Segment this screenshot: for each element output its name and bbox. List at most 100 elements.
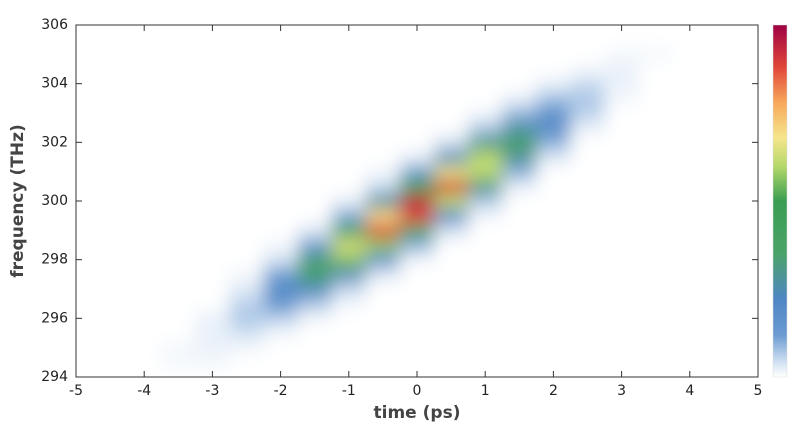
heat-cell <box>399 223 435 239</box>
heat-cell <box>161 61 196 77</box>
heat-cell <box>434 208 469 224</box>
heat-cell <box>161 193 196 209</box>
heat-cell <box>76 208 94 224</box>
heat-cell <box>434 25 469 33</box>
heat-cell <box>399 47 435 63</box>
heat-cell <box>672 193 708 209</box>
heat-cell <box>638 91 674 107</box>
heat-cell <box>76 91 94 107</box>
heat-cell <box>502 179 537 195</box>
heat-cell <box>399 120 435 136</box>
heat-cell <box>502 296 537 312</box>
heat-cell <box>706 340 742 356</box>
heat-cell <box>468 296 503 312</box>
heat-cell <box>536 325 571 341</box>
heat-cell <box>434 105 469 121</box>
heat-cell <box>468 252 503 268</box>
heat-cell <box>127 149 162 165</box>
heat-cell <box>434 120 469 136</box>
heat-cell <box>297 281 333 297</box>
heat-cell <box>399 355 435 371</box>
heat-cell <box>365 355 401 371</box>
heat-cell <box>76 105 94 121</box>
heat-cell <box>297 105 333 121</box>
heat-cell <box>297 91 333 107</box>
heat-cell <box>399 149 435 165</box>
heat-cell <box>570 223 606 239</box>
heat-cell <box>399 179 435 195</box>
heat-cell <box>365 91 401 107</box>
heat-cell <box>76 135 94 151</box>
heat-cell <box>672 355 708 371</box>
heat-cell <box>706 91 742 107</box>
heat-cell <box>502 208 537 224</box>
heat-cell <box>127 164 162 180</box>
heat-cell <box>399 252 435 268</box>
heat-cell <box>127 179 162 195</box>
heat-cell <box>263 340 299 356</box>
heat-cell <box>638 208 674 224</box>
heat-cell <box>76 32 94 48</box>
heat-cell <box>638 296 674 312</box>
heat-cell <box>638 237 674 253</box>
heat-cell <box>706 193 742 209</box>
heat-cell <box>468 32 503 48</box>
heat-cell <box>93 311 128 327</box>
heat-cell <box>638 252 674 268</box>
heat-cell <box>365 61 401 77</box>
heat-cell <box>740 340 758 356</box>
heat-cell <box>195 267 230 283</box>
heat-cell <box>93 296 128 312</box>
heat-cell <box>570 340 606 356</box>
heat-cell <box>570 149 606 165</box>
heat-cell <box>331 208 367 224</box>
heat-cell <box>161 91 196 107</box>
heat-cell <box>502 340 537 356</box>
heat-cell <box>93 267 128 283</box>
heat-cell <box>604 296 640 312</box>
heat-cell <box>672 91 708 107</box>
heat-cell <box>331 179 367 195</box>
x-tick-label: 0 <box>413 383 422 399</box>
heat-cell <box>434 76 469 92</box>
heat-cell <box>331 91 367 107</box>
heat-cell <box>93 91 128 107</box>
heat-cell <box>638 32 674 48</box>
heat-cell <box>570 237 606 253</box>
heat-cell <box>672 237 708 253</box>
heat-cell <box>331 32 367 48</box>
heat-cell <box>468 135 503 151</box>
heat-cell <box>297 135 333 151</box>
heat-cell <box>297 267 333 283</box>
heat-cell <box>365 237 401 253</box>
heat-cell <box>638 120 674 136</box>
heat-cell <box>263 149 299 165</box>
heat-cell <box>399 267 435 283</box>
heat-cell <box>502 281 537 297</box>
heat-cell <box>195 355 230 371</box>
heat-cell <box>365 252 401 268</box>
heat-cell <box>502 193 537 209</box>
heat-cell <box>672 61 708 77</box>
y-tick-label: 294 <box>41 369 68 385</box>
heat-cell <box>229 355 265 371</box>
heat-cell <box>195 135 230 151</box>
heat-cell <box>229 120 265 136</box>
heat-cell <box>706 149 742 165</box>
heat-cell <box>468 325 503 341</box>
heat-cell <box>502 105 537 121</box>
heat-cell <box>638 355 674 371</box>
heat-cell <box>468 76 503 92</box>
heat-cell <box>434 252 469 268</box>
heat-cell <box>570 355 606 371</box>
heat-cell <box>706 25 742 33</box>
heat-cell <box>536 267 571 283</box>
heat-cell <box>195 311 230 327</box>
heat-cell <box>672 47 708 63</box>
heat-cell <box>672 325 708 341</box>
heat-cell <box>570 311 606 327</box>
heat-cell <box>740 223 758 239</box>
heat-cell <box>604 223 640 239</box>
heat-cell <box>604 340 640 356</box>
heat-cell <box>604 355 640 371</box>
